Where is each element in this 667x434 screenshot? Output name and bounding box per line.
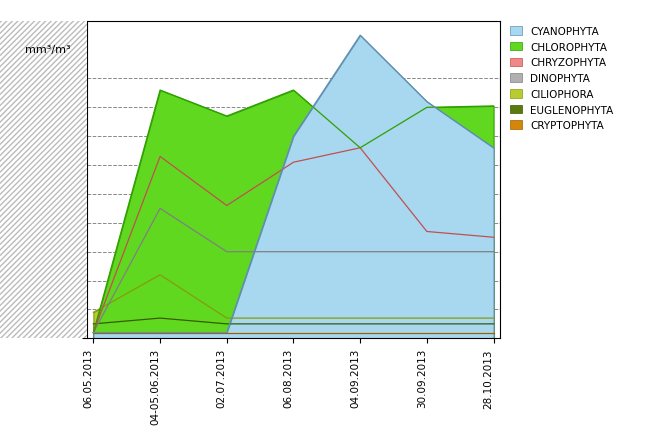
FancyBboxPatch shape [0, 22, 87, 339]
Legend: CYANOPHYTA, CHLOROPHYTA, CHRYZOPHYTA, DINOPHYTA, CILIOPHORA, EUGLENOPHYTA, CRYPT: CYANOPHYTA, CHLOROPHYTA, CHRYZOPHYTA, DI… [510, 27, 614, 131]
Text: mm³/m³: mm³/m³ [25, 45, 71, 55]
Y-axis label: mm³/m³: mm³/m³ [29, 155, 42, 205]
